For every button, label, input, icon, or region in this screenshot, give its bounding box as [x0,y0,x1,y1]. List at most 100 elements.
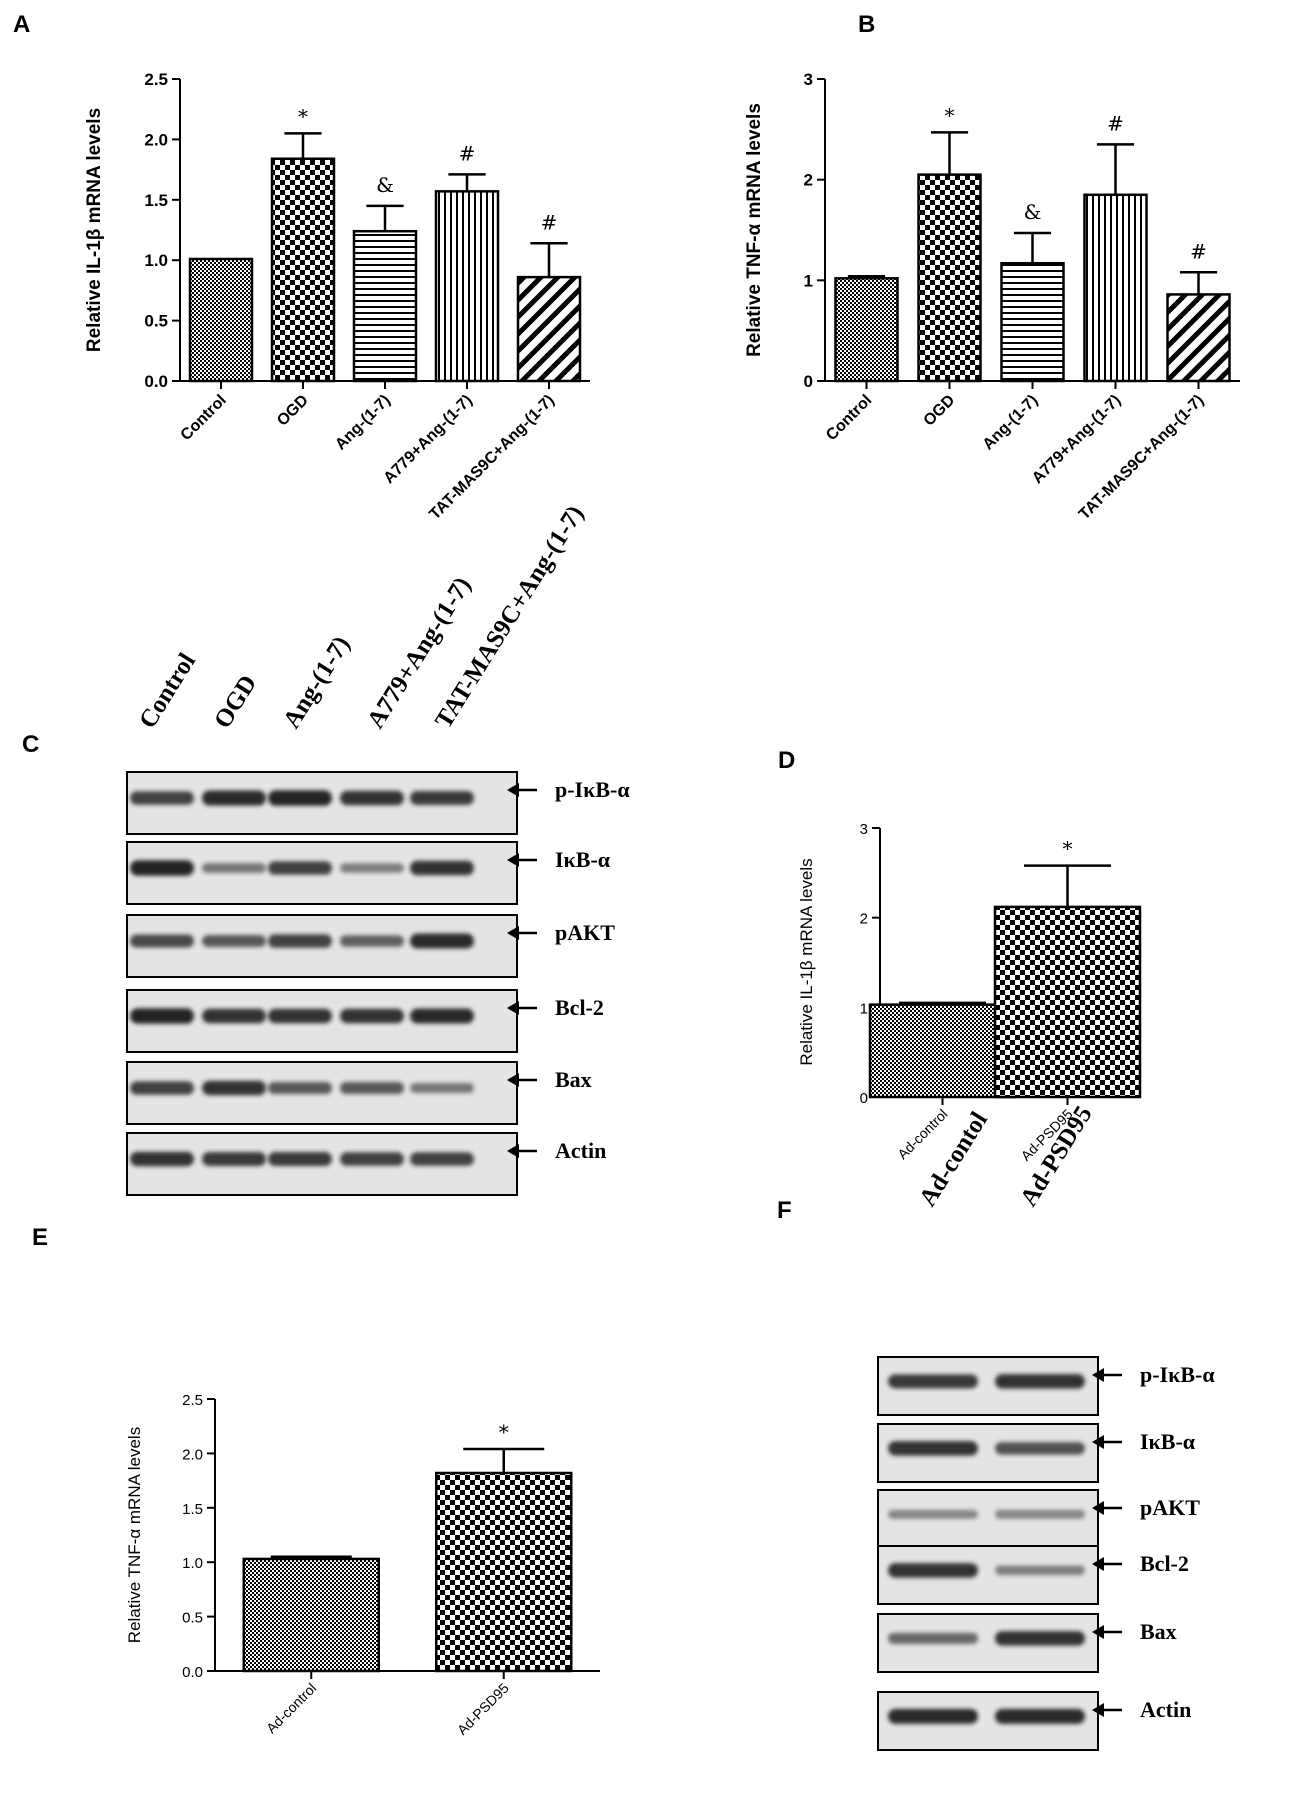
blot-band [130,934,194,948]
blot-band [268,861,332,875]
y-tick-label: 0 [860,1090,868,1107]
bar-ang-1-7 [352,229,418,383]
blot-row-p-i-b-: p-IκB-α [126,771,630,835]
bar-ang-1-7 [1000,261,1065,383]
significance-mark: & [376,173,394,197]
blot-band [888,1708,978,1724]
y-tick-label: 2.5 [182,1392,203,1409]
blot-band [340,863,404,873]
blot-lane-label: Ang-(1-7) [278,632,355,733]
y-tick-label: 1 [804,271,813,290]
significance-mark: # [541,210,558,234]
y-tick-label: 0.5 [144,312,168,331]
blot-panel-f: Ad-contol Ad-PSD95p-IκB-αIκB-αpAKTBcl-2Ba… [877,1101,1215,1751]
blot-band [268,1008,332,1024]
panel-label-d: D [778,747,795,774]
blot-protein-label: p-IκB-α [1140,1362,1215,1387]
y-tick-label: 2.5 [144,70,168,89]
blot-band [130,860,194,876]
significance-mark: * [945,103,955,127]
x-tick-label: Ad-PSD95 [454,1680,512,1738]
blot-protein-label: IκB-α [1140,1429,1196,1454]
blot-row-bcl-2: Bcl-2 [877,1545,1189,1605]
blot-protein-label: p-IκB-α [555,777,630,802]
x-tick-label: Control [823,392,875,444]
blot-band [888,1632,978,1644]
bar-tat-mas9c-ang-1-7 [1166,293,1231,383]
blot-band [340,790,404,806]
blot-protein-label: Bax [555,1067,592,1092]
blot-band [202,935,266,948]
blot-row-p-i-b-: p-IκB-α [877,1356,1215,1416]
y-tick-label: 2 [860,911,868,928]
arrow-head-icon [507,926,519,940]
arrow-head-icon [1092,1368,1104,1382]
blot-row-bcl-2: Bcl-2 [126,989,604,1053]
bar-ogd [270,157,336,383]
arrow-head-icon [1092,1501,1104,1515]
blot-row-bax: Bax [126,1061,592,1125]
significance-mark: & [1024,200,1042,224]
blot-strip [877,1489,1099,1549]
bar-a779-ang-1-7 [1083,193,1148,383]
blot-row-bax: Bax [877,1613,1177,1673]
blot-row-actin: Actin [126,1132,606,1196]
significance-mark: * [1063,837,1073,861]
y-tick-label: 0.0 [182,1664,203,1681]
blot-row-actin: Actin [877,1691,1191,1751]
y-tick-label: 1.5 [182,1501,203,1518]
panel-label-c: C [22,731,39,758]
blot-band [410,1083,474,1094]
significance-mark: * [499,1420,509,1444]
blot-band [995,1442,1085,1455]
panel-label-e: E [32,1224,48,1251]
blot-band [202,1008,266,1024]
blot-band [410,1008,474,1024]
significance-mark: # [1190,239,1207,263]
blot-band [268,934,332,948]
y-tick-label: 1.0 [144,251,168,270]
y-tick-label: 0 [804,372,813,391]
blot-band [202,863,266,874]
blot-band [995,1708,1085,1724]
bar-a779-ang-1-7 [434,190,500,383]
arrow-head-icon [507,1001,519,1015]
panel-label-a: A [13,11,30,38]
blot-protein-label: pAKT [1140,1495,1200,1520]
blot-band [995,1374,1085,1389]
blot-band [202,1080,266,1096]
y-tick-label: 0.0 [144,372,168,391]
y-tick-label: 2 [804,171,813,190]
arrow-head-icon [1092,1435,1104,1449]
y-tick-label: 1 [860,1000,868,1017]
bar-ad-psd95 [435,1471,573,1673]
blot-panel-c: Control OGD Ang-(1-7) A779+Ang-(1-7)TAT-MAS… [126,501,630,1196]
blot-band [410,860,474,876]
arrow-head-icon [507,1144,519,1158]
blot-band [130,1008,194,1024]
x-tick-label: Ad-control [263,1680,319,1736]
blot-row-i-b-: IκB-α [877,1423,1196,1483]
bar-tat-mas9c-ang-1-7 [516,275,582,383]
y-tick-label: 3 [804,70,813,89]
panel-label-f: F [777,1197,792,1224]
chart-panel-b: 0 1 2 3 Relative TNF-α mRNA levels Control * OG… [744,70,1240,523]
arrow-head-icon [507,1073,519,1087]
x-tick-label: Ang-(1-7) [980,392,1042,454]
y-tick-label: 1.0 [182,1555,203,1572]
bar-ogd [917,173,982,383]
blot-band [268,1082,332,1095]
y-tick-label: 3 [860,821,868,838]
bar-control [834,277,899,383]
blot-band [202,1152,266,1167]
y-tick-label: 1.5 [144,191,168,210]
chart-panel-e: 0.0 0.5 1.0 1.5 2.0 2.5 Relative TNF-α mRNA le… [125,1392,600,1738]
y-axis-title: Relative TNF-α mRNA levels [744,103,765,357]
blot-protein-label: IκB-α [555,847,611,872]
x-tick-label: Control [178,392,230,444]
blot-band [995,1631,1085,1646]
y-axis-title: Relative IL-1β mRNA levels [797,858,816,1065]
blot-band [410,791,474,806]
y-axis-title: Relative TNF-α mRNA levels [125,1427,144,1643]
blot-band [202,790,266,806]
